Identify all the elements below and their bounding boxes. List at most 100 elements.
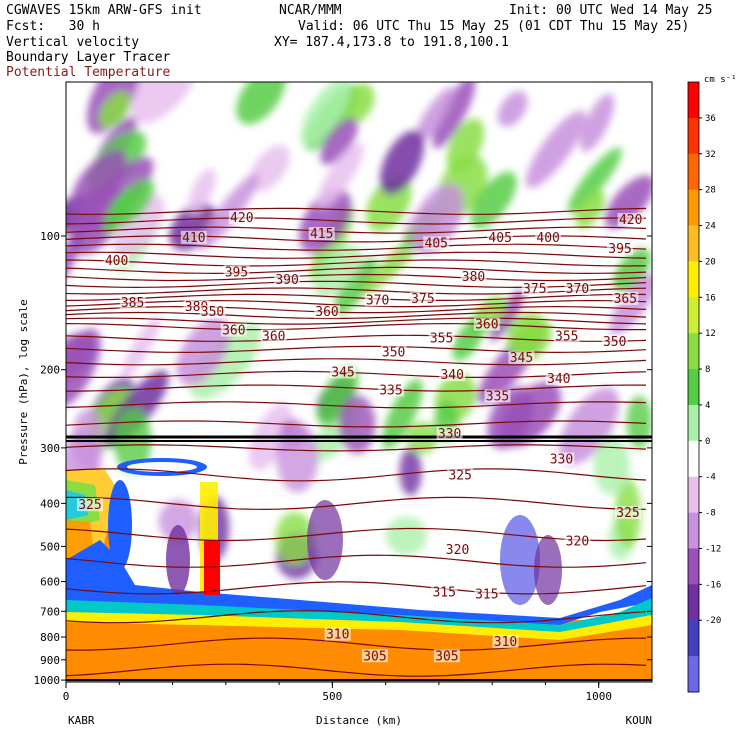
- field-vertical-velocity: Vertical velocity: [6, 35, 140, 50]
- theta-contour: [66, 527, 647, 542]
- colorbar-swatch: [688, 584, 699, 621]
- theta-contour: [66, 663, 647, 677]
- theta-label-bg: [361, 649, 388, 663]
- theta-label: 320: [566, 534, 589, 549]
- x-axis-label: Distance (km): [316, 714, 402, 727]
- theta-label-bg: [444, 543, 471, 557]
- colorbar-label: 28: [705, 186, 716, 196]
- theta-label: 310: [494, 635, 517, 650]
- theta-label: 340: [440, 368, 463, 383]
- theta-label: 375: [411, 292, 434, 307]
- field-boundary-layer-tracer: Boundary Layer Tracer: [6, 50, 171, 65]
- theta-label: 350: [201, 305, 224, 320]
- theta-label-bg: [180, 230, 207, 244]
- colorbar-label: -12: [705, 544, 721, 554]
- colorbar-label: 4: [705, 401, 710, 411]
- theta-label-bg: [423, 236, 450, 250]
- wave-cell: [487, 386, 535, 449]
- colorbar-swatch: [688, 225, 699, 262]
- wave-cell: [385, 516, 428, 555]
- theta-contour: [66, 345, 647, 354]
- colorbar-swatch: [688, 440, 699, 478]
- theta-contour: [66, 637, 647, 651]
- theta-label-bg: [76, 498, 103, 512]
- theta-label-bg: [487, 230, 514, 244]
- theta-label-bg: [260, 329, 287, 343]
- colorbar-swatch: [688, 261, 699, 298]
- theta-label-bg: [330, 365, 357, 379]
- theta-contour: [66, 273, 647, 282]
- theta-contour: [66, 259, 647, 267]
- colorbar: 36 32 28 24 20 16 12 8 4 0 -4 -8 -12 -16 -20: [687, 81, 721, 693]
- wave-cell: [413, 86, 455, 146]
- colorbar-swatch: [688, 656, 699, 693]
- theta-label: 340: [547, 372, 570, 387]
- theta-label-bg: [473, 317, 500, 331]
- theta-label-bg: [220, 323, 247, 337]
- wave-cell: [338, 395, 376, 454]
- wave-cell: [188, 168, 216, 215]
- theta-contour: [66, 401, 647, 409]
- y-axis-label: Pressure (hPa), log scale: [17, 299, 30, 465]
- theta-contour: [66, 317, 647, 325]
- colorbar-swatch: [688, 512, 699, 549]
- theta-label-bg: [601, 334, 628, 348]
- theta-label-bg: [436, 426, 463, 440]
- wave-cell: [110, 179, 155, 227]
- colorbar-label: -8: [705, 509, 716, 519]
- theta-label: 305: [363, 649, 386, 664]
- theta-label: 350: [382, 346, 405, 361]
- wave-cell: [525, 110, 586, 188]
- wave-cell: [189, 322, 262, 400]
- field-potential-temperature: Potential Temperature: [6, 65, 171, 80]
- wave-cell: [121, 315, 161, 379]
- theta-label: 305: [435, 649, 458, 664]
- theta-contour: [66, 496, 646, 511]
- theta-label: 415: [310, 227, 333, 242]
- wave-cell: [72, 149, 127, 206]
- theta-label-bg: [409, 291, 436, 305]
- wave-cell: [317, 367, 359, 426]
- colorbar-swatch: [688, 153, 699, 191]
- theta-contour: [66, 384, 646, 392]
- wave-cell: [320, 118, 358, 165]
- theta-label-bg: [228, 210, 255, 224]
- wave-cell: [432, 82, 476, 149]
- theta-label: 345: [331, 365, 354, 380]
- theta-label-bg: [553, 329, 580, 343]
- theta-contour: [66, 305, 647, 314]
- wave-cell: [98, 91, 131, 128]
- wave-cell: [130, 82, 199, 124]
- theta-contour: [66, 322, 646, 331]
- theta-label-bg: [364, 293, 391, 307]
- theta-label: 330: [438, 427, 461, 442]
- colorbar-units: cm s⁻¹: [704, 75, 737, 85]
- y-tick-label: 700: [40, 605, 60, 618]
- theta-label: 385: [121, 296, 144, 311]
- y-axis: 100 200 300 400 500 600 700 800 900 1000: [34, 230, 652, 687]
- organization: NCAR/MMM: [279, 3, 342, 18]
- theta-label-bg: [439, 368, 466, 382]
- theta-label: 360: [475, 318, 498, 333]
- theta-label: 315: [432, 586, 455, 601]
- colorbar-swatch: [688, 369, 699, 406]
- wave-cell: [300, 82, 351, 147]
- theta-label-bg: [274, 273, 301, 287]
- wave-cell: [580, 93, 615, 152]
- colorbar-label: -16: [705, 580, 721, 590]
- colorbar-swatch: [688, 620, 699, 657]
- y-tick-label: 1000: [34, 674, 61, 687]
- colorbar-swatch: [688, 333, 699, 370]
- theta-label: 335: [379, 383, 402, 398]
- wave-cell: [113, 194, 165, 257]
- colorbar-swatch: [688, 117, 699, 155]
- theta-contour: [66, 226, 647, 234]
- theta-label-bg: [612, 291, 639, 305]
- theta-label-bg: [199, 305, 226, 319]
- colorbar-swatch: [688, 404, 699, 442]
- wave-cell: [236, 82, 286, 125]
- colorbar-swatch: [688, 82, 699, 119]
- theta-label-bg: [324, 627, 351, 641]
- theta-label-bg: [492, 635, 519, 649]
- wave-cell: [249, 145, 290, 192]
